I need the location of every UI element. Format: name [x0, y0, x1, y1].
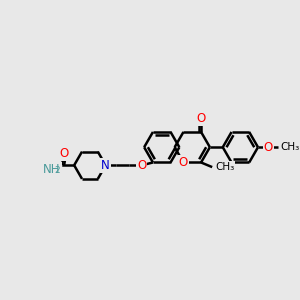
Text: NH: NH — [43, 164, 61, 176]
Text: O: O — [179, 156, 188, 169]
Text: CH₃: CH₃ — [280, 142, 299, 152]
Text: O: O — [137, 159, 146, 172]
Text: CH₃: CH₃ — [215, 162, 234, 172]
Text: O: O — [196, 112, 206, 125]
Text: O: O — [264, 141, 273, 154]
Text: O: O — [59, 147, 69, 160]
Text: 2: 2 — [55, 166, 60, 175]
Text: N: N — [101, 159, 110, 172]
